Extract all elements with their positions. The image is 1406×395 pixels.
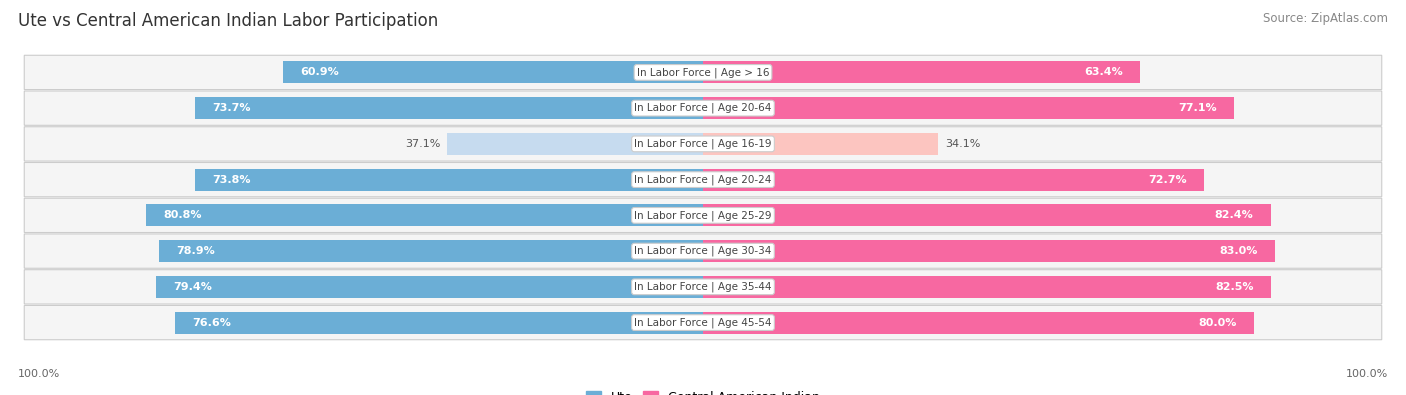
Text: 82.5%: 82.5%	[1216, 282, 1254, 292]
Bar	[194, 169, 703, 191]
FancyBboxPatch shape	[24, 270, 1382, 304]
Text: 63.4%: 63.4%	[1084, 68, 1122, 77]
Text: 73.7%: 73.7%	[212, 103, 252, 113]
Text: In Labor Force | Age > 16: In Labor Force | Age > 16	[637, 67, 769, 78]
Bar	[146, 204, 703, 226]
FancyBboxPatch shape	[24, 127, 1382, 161]
Bar	[447, 133, 703, 155]
Text: 80.0%: 80.0%	[1198, 318, 1237, 327]
Bar	[703, 169, 1204, 191]
Bar	[156, 276, 703, 298]
Bar	[703, 240, 1275, 262]
FancyBboxPatch shape	[24, 55, 1382, 90]
Bar	[703, 276, 1271, 298]
FancyBboxPatch shape	[24, 234, 1382, 268]
Text: 100.0%: 100.0%	[1346, 369, 1388, 379]
Text: 79.4%: 79.4%	[173, 282, 212, 292]
Text: 83.0%: 83.0%	[1219, 246, 1257, 256]
Text: 77.1%: 77.1%	[1178, 103, 1218, 113]
Text: 60.9%: 60.9%	[301, 68, 339, 77]
Text: In Labor Force | Age 20-64: In Labor Force | Age 20-64	[634, 103, 772, 113]
Bar	[703, 312, 1254, 334]
Text: 82.4%: 82.4%	[1215, 211, 1254, 220]
Text: In Labor Force | Age 16-19: In Labor Force | Age 16-19	[634, 139, 772, 149]
Bar	[159, 240, 703, 262]
Bar	[703, 204, 1271, 226]
Bar	[176, 312, 703, 334]
Text: 37.1%: 37.1%	[405, 139, 440, 149]
Bar	[703, 133, 938, 155]
FancyBboxPatch shape	[24, 198, 1382, 233]
Text: Source: ZipAtlas.com: Source: ZipAtlas.com	[1263, 12, 1388, 25]
Text: 34.1%: 34.1%	[945, 139, 980, 149]
Text: In Labor Force | Age 20-24: In Labor Force | Age 20-24	[634, 174, 772, 185]
FancyBboxPatch shape	[24, 305, 1382, 340]
Bar	[703, 97, 1234, 119]
Bar	[284, 61, 703, 83]
Text: In Labor Force | Age 45-54: In Labor Force | Age 45-54	[634, 317, 772, 328]
FancyBboxPatch shape	[24, 162, 1382, 197]
FancyBboxPatch shape	[24, 91, 1382, 125]
Text: In Labor Force | Age 35-44: In Labor Force | Age 35-44	[634, 282, 772, 292]
Text: 72.7%: 72.7%	[1149, 175, 1187, 184]
Text: In Labor Force | Age 25-29: In Labor Force | Age 25-29	[634, 210, 772, 221]
Bar	[703, 61, 1140, 83]
Text: In Labor Force | Age 30-34: In Labor Force | Age 30-34	[634, 246, 772, 256]
Text: Ute vs Central American Indian Labor Participation: Ute vs Central American Indian Labor Par…	[18, 12, 439, 30]
Text: 80.8%: 80.8%	[163, 211, 202, 220]
Text: 76.6%: 76.6%	[193, 318, 232, 327]
Bar	[195, 97, 703, 119]
Text: 73.8%: 73.8%	[212, 175, 250, 184]
Legend: Ute, Central American Indian: Ute, Central American Indian	[582, 387, 824, 395]
Text: 78.9%: 78.9%	[177, 246, 215, 256]
Text: 100.0%: 100.0%	[18, 369, 60, 379]
